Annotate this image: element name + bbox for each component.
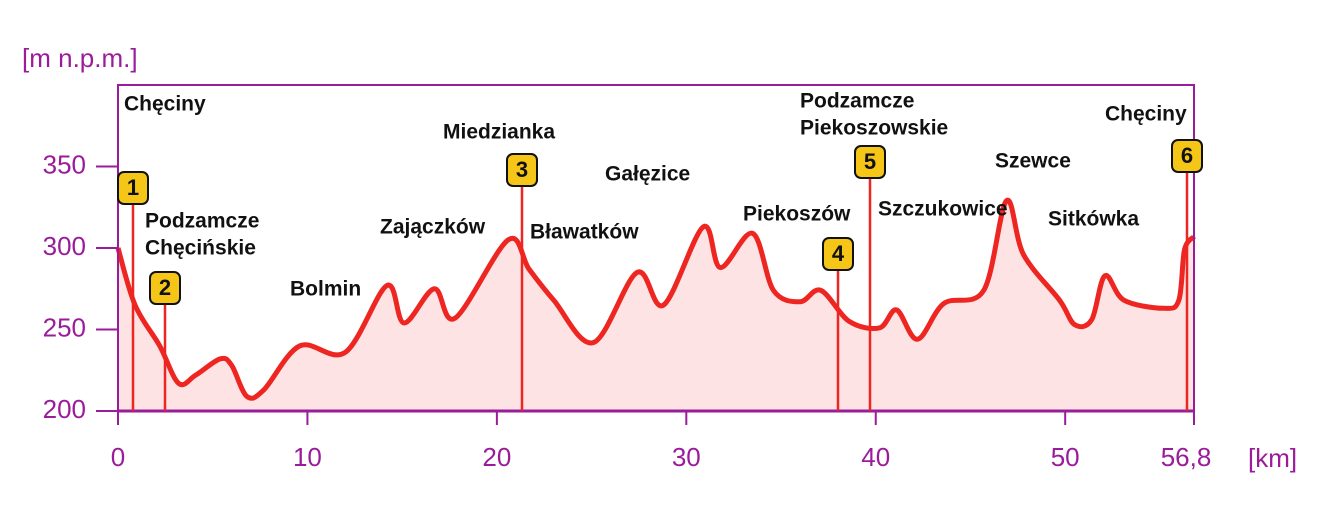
x-tick-label: 56,8 [1161, 442, 1212, 472]
marker-box [822, 237, 854, 271]
place-name: Szewce [995, 150, 1071, 173]
place-name: Chęciny [1105, 103, 1187, 126]
profile-line [115, 197, 1197, 401]
place-name: Piekoszów [743, 203, 851, 226]
place-name: Podzamcze [145, 210, 259, 233]
x-tick-label: 40 [861, 442, 890, 472]
marker-number: 3 [516, 157, 528, 182]
marker-number: 4 [832, 241, 845, 266]
marker-number: 5 [864, 149, 876, 174]
place-name: Gałęzice [605, 163, 690, 186]
marker-box [506, 153, 538, 187]
place-name: Miedzianka [443, 121, 555, 144]
marker-box [1171, 139, 1203, 173]
x-axis-label: [km] [1248, 443, 1297, 473]
x-tick-label: 20 [482, 442, 511, 472]
x-tick-label: 50 [1051, 442, 1080, 472]
y-axis-label: [m n.p.m.] [22, 43, 138, 73]
y-tick-label: 300 [43, 231, 86, 261]
place-name: Podzamcze [800, 90, 914, 113]
place-name: Zajączków [380, 216, 486, 239]
marker-box [854, 145, 886, 179]
place-name: Chęciny [124, 93, 206, 116]
marker-box [149, 271, 181, 305]
x-tick-label: 10 [293, 442, 322, 472]
y-tick-label: 200 [43, 394, 86, 424]
place-name: Bolmin [290, 278, 361, 301]
x-tick-label: 0 [111, 442, 125, 472]
place-name: Piekoszowskie [800, 117, 948, 140]
place-name: Bławatków [530, 221, 639, 244]
marker-number: 6 [1181, 143, 1193, 168]
marker-number: 1 [127, 175, 139, 200]
marker-number: 2 [159, 275, 171, 300]
place-name: Chęcińskie [145, 237, 256, 260]
marker-box [117, 171, 149, 205]
place-name: Sitkówka [1048, 208, 1139, 231]
place-name: Szczukowice [878, 198, 1008, 221]
y-tick-label: 350 [43, 149, 86, 179]
x-tick-label: 30 [672, 442, 701, 472]
y-tick-label: 250 [43, 312, 86, 342]
